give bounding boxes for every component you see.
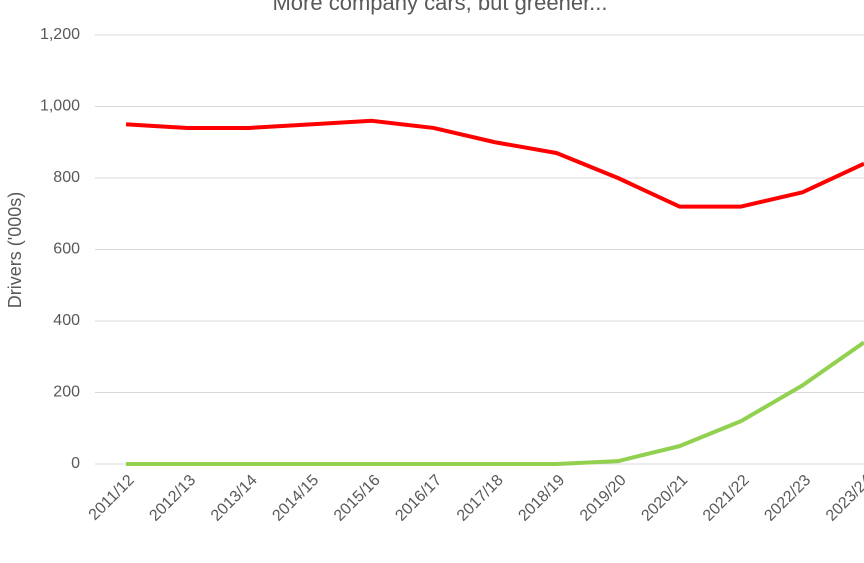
x-tick-label: 2020/21 xyxy=(638,472,691,525)
y-axis-label: Drivers ('000s) xyxy=(5,192,25,308)
x-tick-label: 2016/17 xyxy=(392,472,445,525)
x-tick-label: 2018/19 xyxy=(515,472,568,525)
x-tick-label: 2013/14 xyxy=(208,472,261,525)
y-tick-label: 200 xyxy=(53,384,80,401)
y-tick-label: 400 xyxy=(53,312,80,329)
x-tick-label: 2021/22 xyxy=(700,472,753,525)
y-tick-label: 1,200 xyxy=(40,26,80,43)
series-line xyxy=(125,118,864,209)
chart-title: More company cars, but greener... xyxy=(272,0,607,15)
y-tick-label: 600 xyxy=(53,241,80,258)
x-tick-label: 2011/12 xyxy=(86,472,138,524)
x-tick-label: 2012/13 xyxy=(146,472,199,525)
x-tick-label: 2023/24 xyxy=(823,472,864,525)
x-tick-label: 2015/16 xyxy=(331,472,384,525)
x-tick-label: 2022/23 xyxy=(761,472,814,525)
x-tick-label: 2019/20 xyxy=(577,472,630,525)
y-tick-label: 800 xyxy=(53,169,80,186)
x-tick-label: 2014/15 xyxy=(269,472,322,525)
x-tick-label: 2017/18 xyxy=(454,472,507,525)
y-tick-label: 1,000 xyxy=(40,98,80,115)
series-line xyxy=(126,340,864,466)
y-tick-label: 0 xyxy=(71,455,80,472)
